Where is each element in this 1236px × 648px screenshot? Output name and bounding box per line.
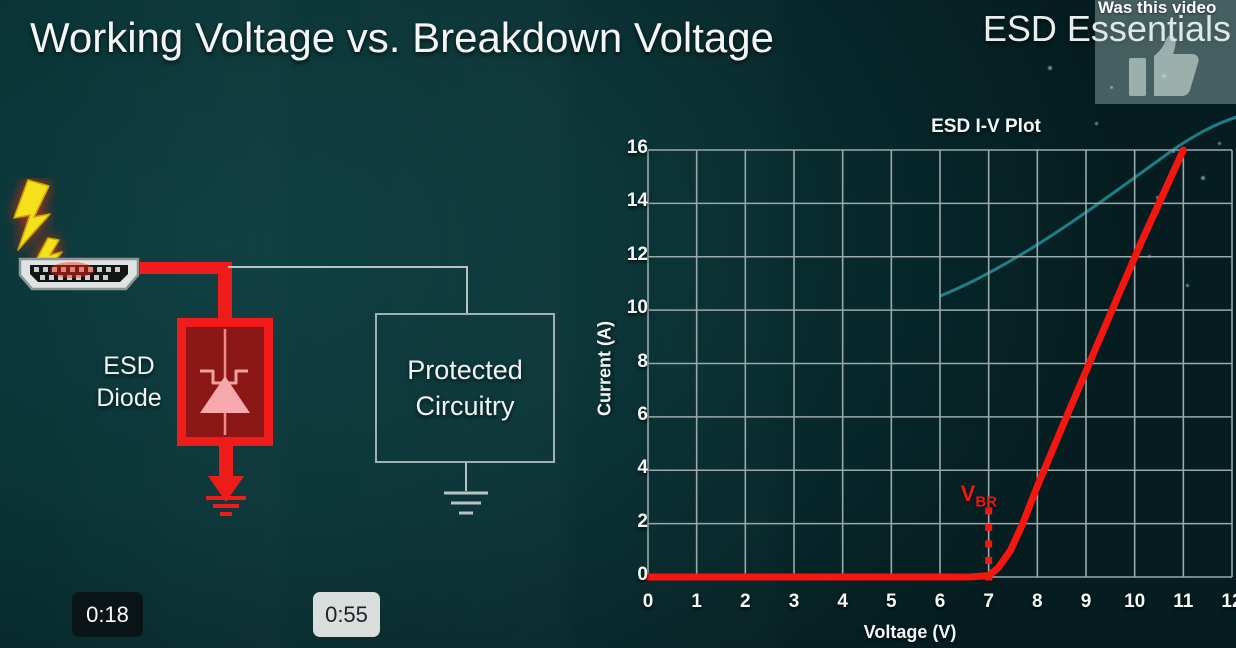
chart-y-tick-10: 10 — [626, 297, 648, 319]
chart-y-tick-14: 14 — [626, 190, 648, 212]
protected-label-line1: Protected — [407, 355, 523, 385]
breakdown-voltage-annotation: VBR — [961, 481, 997, 510]
current-time-badge[interactable]: 0:18 — [72, 592, 143, 637]
ground-symbol-esd — [206, 444, 246, 516]
tvs-diode-symbol — [200, 329, 250, 435]
chart-plot-area — [644, 146, 1233, 581]
sparkle-dot — [1095, 122, 1098, 125]
chart-x-tick-8: 8 — [1032, 591, 1043, 612]
signal-wire-horizontal — [228, 266, 468, 268]
chart-x-tick-4: 4 — [837, 591, 848, 612]
sparkle-dot — [1172, 150, 1175, 153]
vbr-letter: V — [960, 480, 976, 506]
chart-x-tick-5: 5 — [886, 591, 897, 612]
chart-x-tick-12: 12 — [1221, 591, 1236, 612]
decorative-cyan-curve — [940, 115, 1236, 298]
chart-y-tick-12: 12 — [626, 243, 648, 265]
surge-wire-vertical — [218, 262, 232, 322]
survey-overlay-card[interactable] — [1095, 0, 1236, 104]
chart-x-tick-7: 7 — [983, 591, 994, 612]
chart-x-tick-6: 6 — [934, 591, 946, 612]
page-title: Working Voltage vs. Breakdown Voltage — [30, 14, 775, 61]
thumbs-up-icon[interactable] — [1128, 34, 1200, 98]
protected-circuitry-block: Protected Circuitry — [375, 313, 555, 463]
esd-label-line1: ESD — [103, 352, 155, 380]
sparkle-dot — [1218, 142, 1221, 145]
chart-y-tick-4: 4 — [637, 457, 648, 479]
signal-wire-vertical — [466, 266, 468, 314]
chart-x-tick-3: 3 — [788, 591, 800, 612]
vbr-subscript: BR — [975, 493, 998, 511]
chart-y-tick-2: 2 — [637, 510, 648, 532]
chart-x-tick-10: 10 — [1124, 591, 1146, 612]
sparkle-dot — [1186, 284, 1189, 287]
chart-x-tick-2: 2 — [740, 591, 751, 612]
sparkle-dot — [1201, 176, 1205, 180]
chart-y-tick-0: 0 — [637, 564, 648, 585]
sparkle-dot — [1110, 86, 1113, 89]
chart-x-tick-0: 0 — [642, 591, 654, 612]
chart-y-tick-16: 16 — [626, 137, 648, 158]
sparkle-dot — [1048, 66, 1052, 70]
chart-x-tick-9: 9 — [1080, 591, 1092, 612]
hdmi-connector-icon — [18, 257, 140, 291]
circuit-diagram: ESD Diode Protected Circuitry — [0, 0, 620, 600]
chart-x-tick-1: 1 — [691, 591, 702, 612]
chart-x-tick-11: 11 — [1173, 591, 1194, 612]
chart-x-axis-label: Voltage (V) — [863, 622, 957, 642]
surge-wire-horizontal — [140, 262, 232, 274]
sparkle-dot — [1156, 196, 1159, 199]
survey-question-text: Was this video — [1098, 0, 1217, 17]
chart-y-tick-6: 6 — [637, 403, 648, 425]
protected-label-line2: Circuitry — [415, 391, 515, 421]
esd-diode-component — [177, 318, 273, 446]
total-time-badge[interactable]: 0:55 — [313, 592, 380, 637]
esd-diode-label: ESD Diode — [86, 350, 172, 414]
brand-logo-text: ESD Essentials — [982, 8, 1231, 49]
chart-y-tick-8: 8 — [637, 350, 648, 372]
esd-label-line2: Diode — [96, 384, 162, 412]
ground-symbol-protected — [444, 463, 488, 515]
chart-title: ESD I-V Plot — [931, 116, 1041, 137]
protected-circuitry-label: Protected Circuitry — [407, 352, 523, 424]
